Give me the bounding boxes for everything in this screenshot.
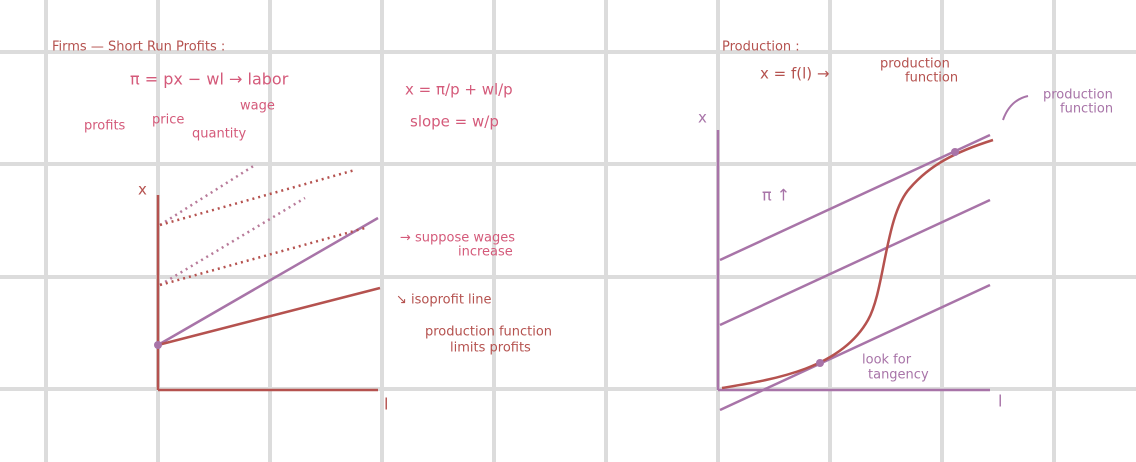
note: look for: [862, 353, 912, 368]
note: tangency: [868, 368, 929, 383]
note: production: [1043, 88, 1113, 103]
label: price: [152, 113, 184, 128]
left-graph: [154, 163, 381, 392]
note: π ↑: [762, 186, 790, 205]
axis-label: x: [138, 181, 147, 199]
axis-label: l: [998, 392, 1002, 411]
equation: x = π/p + wl/p: [405, 81, 513, 99]
note: function: [1060, 102, 1113, 117]
note: increase: [458, 245, 513, 260]
heading: Firms — Short Run Profits :: [52, 40, 225, 55]
note: limits profits: [450, 341, 531, 356]
right-graph: [716, 95, 1029, 412]
equation: slope = w/p: [410, 113, 499, 131]
equation: x = f(l) →: [760, 65, 829, 83]
label: wage: [240, 99, 275, 114]
note: function: [905, 71, 958, 86]
note: → suppose wages: [400, 231, 515, 246]
label: profits: [84, 119, 126, 134]
heading: Production :: [722, 40, 800, 55]
equation: π = px − wl → labor: [130, 70, 289, 89]
axis-label: x: [698, 109, 707, 127]
note: production: [880, 57, 950, 72]
axis-label: l: [384, 395, 388, 414]
note: ↘ isoprofit line: [396, 293, 492, 308]
note: production function: [425, 325, 552, 340]
label: quantity: [192, 127, 247, 142]
